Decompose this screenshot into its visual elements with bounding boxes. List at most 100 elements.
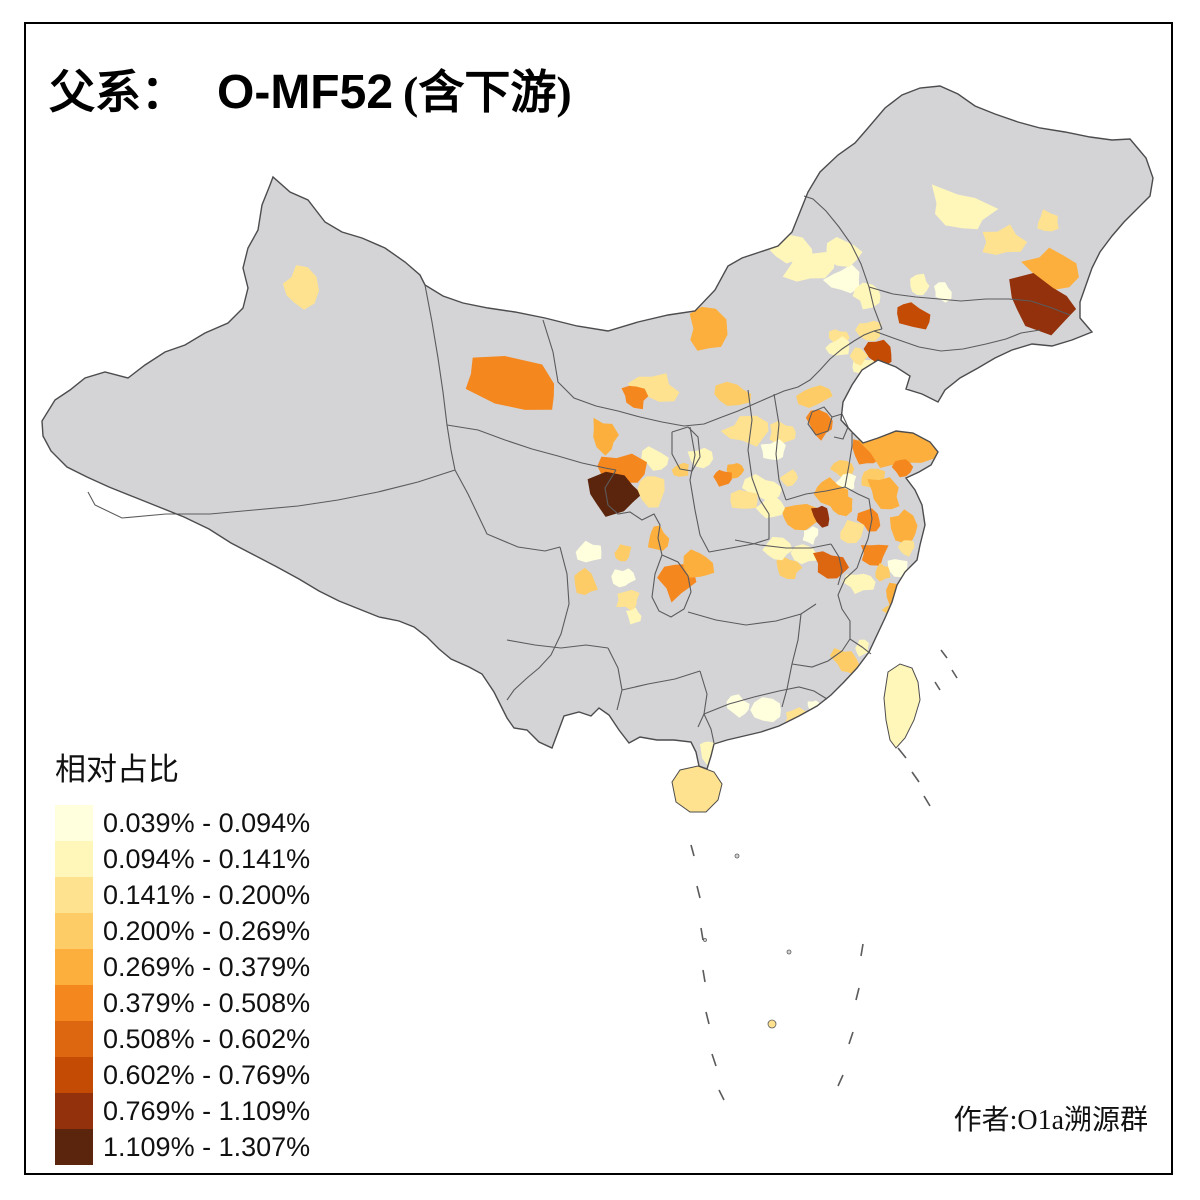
map-region[interactable] — [982, 224, 1028, 255]
map-region[interactable] — [887, 559, 908, 578]
map-region[interactable] — [779, 469, 798, 487]
title-family-label: 父系： — [49, 67, 187, 118]
hainan-island[interactable] — [671, 765, 723, 813]
map-region[interactable] — [689, 306, 728, 351]
map-region[interactable] — [802, 526, 819, 545]
legend-row: 0.379% - 0.508% — [55, 985, 310, 1021]
map-region[interactable] — [852, 282, 881, 310]
map-region[interactable] — [641, 446, 669, 471]
legend-range-label: 0.200% - 0.269% — [103, 916, 311, 946]
map-region[interactable] — [869, 366, 884, 382]
map-region[interactable] — [897, 302, 931, 330]
map-region[interactable] — [830, 648, 861, 676]
map-region[interactable] — [891, 459, 914, 478]
legend-range-label: 0.379% - 0.508% — [103, 988, 311, 1018]
map-region[interactable] — [1037, 209, 1059, 232]
map-region[interactable] — [856, 508, 881, 532]
map-region[interactable] — [822, 264, 860, 294]
map-region[interactable] — [755, 495, 785, 519]
map-region[interactable] — [593, 417, 619, 456]
map-region[interactable] — [465, 356, 555, 410]
map-region[interactable] — [621, 385, 649, 410]
boundary-dash — [860, 943, 864, 957]
boundary-dash — [923, 795, 931, 807]
map-region[interactable] — [282, 265, 319, 310]
map-region[interactable] — [611, 568, 636, 588]
map-region[interactable] — [897, 540, 915, 557]
map-region[interactable] — [863, 339, 892, 366]
map-region[interactable] — [776, 556, 803, 579]
legend-range-label: 0.769% - 1.109% — [103, 1096, 311, 1126]
boundary-dash — [690, 844, 695, 857]
map-region[interactable] — [790, 544, 819, 565]
legend-row: 0.141% - 0.200% — [55, 877, 310, 913]
map-region[interactable] — [574, 567, 598, 595]
map-region[interactable] — [855, 639, 869, 657]
boundary-dash — [718, 1089, 725, 1101]
legend-row: 0.602% - 0.769% — [55, 1057, 310, 1093]
boundary-dash — [696, 885, 701, 899]
map-region[interactable] — [875, 562, 891, 582]
map-region[interactable] — [750, 697, 781, 723]
map-region[interactable] — [714, 381, 752, 406]
map-region[interactable] — [760, 439, 786, 460]
boundary-dash — [897, 747, 907, 759]
map-region[interactable] — [796, 385, 833, 408]
legend-row: 0.039% - 0.094% — [55, 805, 310, 841]
map-region[interactable] — [934, 282, 952, 303]
legend-swatch — [55, 985, 93, 1021]
map-region[interactable] — [856, 692, 871, 708]
map-region[interactable] — [931, 184, 999, 230]
map-region[interactable] — [683, 549, 715, 578]
small-island — [767, 1019, 777, 1029]
map-region[interactable] — [826, 237, 863, 267]
map-region[interactable] — [867, 477, 900, 510]
map-region[interactable] — [713, 469, 732, 487]
boundary-dash — [934, 681, 941, 691]
map-region[interactable] — [860, 544, 889, 566]
map-region[interactable] — [587, 471, 642, 517]
small-island — [734, 853, 740, 859]
legend-range-label: 0.094% - 0.141% — [103, 844, 311, 874]
title-haplogroup: O-MF52 — [217, 66, 394, 119]
map-region[interactable] — [742, 474, 783, 502]
map-region[interactable] — [637, 476, 665, 508]
legend-range-label: 0.602% - 0.769% — [103, 1060, 311, 1090]
map-region[interactable] — [840, 519, 865, 544]
map-region[interactable] — [852, 439, 881, 465]
map-region[interactable] — [626, 607, 642, 625]
legend: 相对占比 0.039% - 0.094% 0.094% - 0.141% 0.141… — [55, 744, 310, 1165]
map-region[interactable] — [1009, 273, 1077, 336]
map-region[interactable] — [769, 420, 796, 445]
map-region[interactable] — [813, 551, 849, 579]
map-region[interactable] — [829, 460, 855, 478]
map-region[interactable] — [828, 494, 853, 517]
map-region[interactable] — [616, 589, 640, 612]
small-island — [703, 938, 707, 942]
map-region[interactable] — [837, 706, 850, 722]
map-region[interactable] — [726, 694, 750, 718]
map-region[interactable] — [762, 536, 793, 561]
province-borders — [87, 195, 1071, 744]
map-region[interactable] — [575, 540, 602, 563]
map-region[interactable] — [671, 462, 689, 477]
map-region[interactable] — [614, 544, 632, 562]
boundary-dash — [848, 1031, 854, 1045]
map-region[interactable] — [805, 409, 833, 441]
map-region[interactable] — [730, 489, 758, 509]
sea-boundary-dashes — [690, 649, 958, 1101]
map-region[interactable] — [910, 273, 930, 296]
map-region[interactable] — [811, 505, 830, 528]
map-region[interactable] — [849, 347, 869, 366]
map-region[interactable] — [889, 509, 918, 544]
map-region[interactable] — [825, 336, 850, 356]
legend-swatch — [55, 877, 93, 913]
map-region[interactable] — [781, 503, 822, 531]
map-region[interactable] — [720, 415, 769, 447]
boundary-dash — [911, 771, 920, 783]
taiwan-island[interactable] — [883, 663, 921, 749]
map-region[interactable] — [687, 447, 714, 469]
map-region[interactable] — [842, 573, 876, 594]
legend-rows: 0.039% - 0.094% 0.094% - 0.141% 0.141% - 0… — [55, 805, 310, 1165]
